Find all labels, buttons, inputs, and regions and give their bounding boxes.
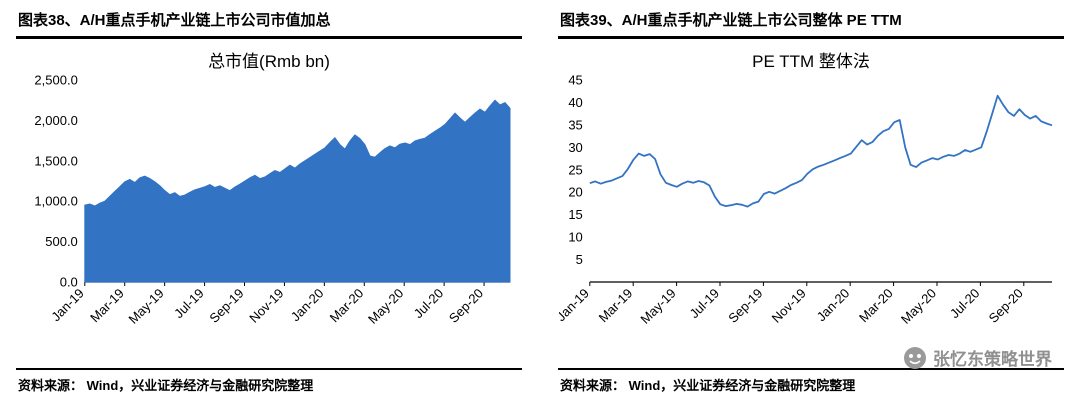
y-tick-label: 2,000.0 xyxy=(34,113,77,128)
figure-38-source: 资料来源： Wind，兴业证券经济与金融研究院整理 xyxy=(16,368,522,396)
pe-ttm-chart-title: PE TTM 整体法 xyxy=(752,52,870,71)
pe-ttm-chart: 5 10 15 20 25 30 35 40 45 Jan-19 Mar-19 May-19 Jul-1… xyxy=(558,73,1064,365)
figure-39-source: 资料来源： Wind，兴业证券经济与金融研究院整理 xyxy=(558,368,1064,396)
x-tick-label: Sep-20 xyxy=(445,286,485,326)
x-tick-label: Mar-20 xyxy=(326,286,366,326)
y-tick-label: 45 xyxy=(568,74,582,88)
market-cap-chart-title: 总市值(Rmb bn) xyxy=(208,52,330,71)
y-tick-label: 30 xyxy=(568,140,582,155)
x-tick-label: Jul-19 xyxy=(171,286,207,322)
x-tick-label: Jul-19 xyxy=(686,286,722,322)
figure-39-panel: 图表39、A/H重点手机产业链上市公司整体 PE TTM PE TTM 整体法 … xyxy=(558,6,1064,396)
y-tick-label: 1,500.0 xyxy=(34,153,77,168)
y-tick-label: 40 xyxy=(568,95,582,110)
y-tick-label: 1,000.0 xyxy=(34,194,77,209)
pe-ttm-line-series xyxy=(589,94,1052,208)
x-tick-label: May-19 xyxy=(637,286,678,327)
figure-39-header: 图表39、A/H重点手机产业链上市公司整体 PE TTM xyxy=(558,6,1064,39)
figure-38-chart-block: 总市值(Rmb bn) 0.0 500.0 1,000.0 1,500.0 2,000.… xyxy=(16,39,522,368)
x-tick-label: Mar-20 xyxy=(855,286,895,326)
y-tick-label: 5 xyxy=(575,252,582,267)
x-tick-label: Nov-19 xyxy=(768,286,808,326)
y-tick-label: 500.0 xyxy=(45,234,78,249)
x-tick-label: Jan-20 xyxy=(287,286,326,325)
x-tick-label: Jan-19 xyxy=(559,286,592,325)
x-tick-label: Nov-19 xyxy=(246,286,286,326)
y-tick-label: 25 xyxy=(568,162,582,177)
x-tick-label: Sep-20 xyxy=(985,286,1025,326)
x-tick-label: Mar-19 xyxy=(595,286,635,326)
y-tick-label: 20 xyxy=(568,185,582,200)
x-tick-label: Sep-19 xyxy=(206,286,246,326)
market-cap-chart: 0.0 500.0 1,000.0 1,500.0 2,000.0 2,500.0 Jan-… xyxy=(17,73,522,365)
x-tick-label: Jan-20 xyxy=(813,286,852,325)
total-market-cap-area-series xyxy=(83,99,510,283)
x-tick-label: Mar-19 xyxy=(87,286,127,326)
figure-38-panel: 图表38、A/H重点手机产业链上市公司市值加总 总市值(Rmb bn) 0.0 5… xyxy=(16,6,522,396)
x-tick-label: Sep-19 xyxy=(725,286,765,326)
y-tick-label: 2,500.0 xyxy=(34,74,77,88)
y-tick-label: 10 xyxy=(568,230,582,245)
y-tick-label: 35 xyxy=(568,117,582,132)
y-tick-label: 0.0 xyxy=(59,275,77,290)
area-chart-svg: 0.0 500.0 1,000.0 1,500.0 2,000.0 2,500.0 Jan-… xyxy=(34,73,510,327)
x-tick-label: May-20 xyxy=(365,286,406,327)
figure-38-header: 图表38、A/H重点手机产业链上市公司市值加总 xyxy=(16,6,522,39)
y-tick-label: 15 xyxy=(568,207,582,222)
x-tick-label: Jan-19 xyxy=(48,286,87,325)
x-tick-label: May-20 xyxy=(897,286,938,327)
figure-39-chart-block: PE TTM 整体法 5 10 15 20 25 30 35 40 45 Jan-19 Mar-19… xyxy=(558,39,1064,368)
x-tick-label: Jul-20 xyxy=(410,286,446,322)
x-tick-label: Jul-20 xyxy=(946,286,982,322)
line-chart-svg: 5 10 15 20 25 30 35 40 45 Jan-19 Mar-19 May-19 Jul-1… xyxy=(558,73,1052,327)
x-tick-label: May-19 xyxy=(125,286,166,327)
